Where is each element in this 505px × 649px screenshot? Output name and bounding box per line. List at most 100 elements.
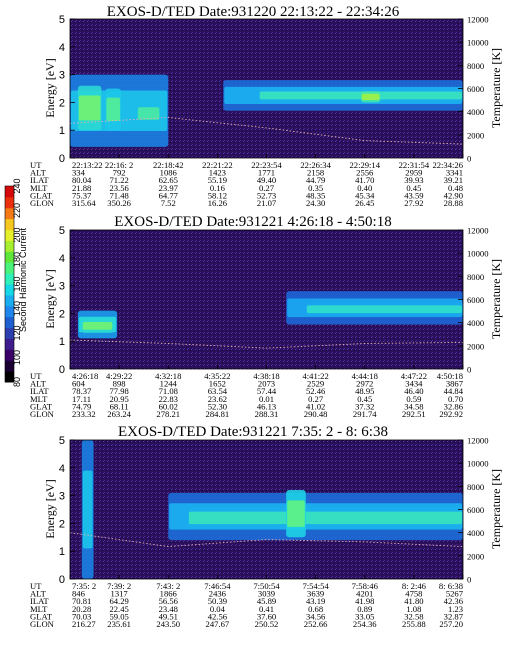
table-cell-mlt: 23.97 xyxy=(159,183,179,193)
table-cell-glon: 292.51 xyxy=(402,409,426,419)
table-cell-alt: 2529 xyxy=(307,379,324,389)
y-tick-label: 1 xyxy=(59,336,65,348)
colorbar-swatch xyxy=(5,371,14,383)
colorbar-swatch xyxy=(5,338,14,350)
table-cell-glat: 45.34 xyxy=(355,190,375,200)
table-cell-alt: 4201 xyxy=(356,589,373,599)
table-cell-glat: 48.35 xyxy=(306,190,325,200)
colorbar-tick-label: 140 xyxy=(12,301,22,316)
table-cell-ilat: 46.40 xyxy=(404,386,423,396)
energy-band xyxy=(287,500,305,527)
table-cell-ilat: 71.08 xyxy=(159,386,178,396)
y-tick-label: 5 xyxy=(59,435,65,447)
table-cell-glat: 37.32 xyxy=(355,401,374,411)
table-cell-alt: 1317 xyxy=(111,589,129,599)
table-cell-glat: 70.03 xyxy=(72,611,91,621)
y2-axis-label: Temperature [K] xyxy=(489,259,503,339)
table-cell-mlt: 0.35 xyxy=(308,183,323,193)
table-cell-ut: 7:54:54 xyxy=(302,581,329,591)
table-cell-mlt: 0.89 xyxy=(357,604,372,614)
table-cell-alt: 2959 xyxy=(405,168,422,178)
table-cell-ut: 4:38:18 xyxy=(253,371,279,381)
y2-tick-label: 12000 xyxy=(467,226,488,236)
table-cell-mlt: 0.27 xyxy=(259,183,275,193)
table-cell-mlt: 20.95 xyxy=(109,394,128,404)
table-cell-glon: 290.48 xyxy=(304,409,328,419)
table-cell-mlt: 0.70 xyxy=(448,394,463,404)
energy-band xyxy=(106,97,121,122)
y2-tick-label: 8000 xyxy=(467,272,484,282)
table-cell-glat: 42.90 xyxy=(444,190,463,200)
table-cell-ilat: 62.65 xyxy=(159,175,178,185)
colorbar-swatch xyxy=(5,327,14,339)
table-cell-glon: 292.92 xyxy=(439,409,463,419)
colorbar-tick-label: 240 xyxy=(12,178,22,193)
y-tick-label: 2 xyxy=(59,518,65,530)
y2-tick-label: 10000 xyxy=(467,249,488,259)
table-cell-ut: 22:21:22 xyxy=(202,160,233,170)
y2-tick-label: 12000 xyxy=(467,15,488,25)
y-tick-label: 4 xyxy=(59,253,65,265)
y2-tick-label: 6000 xyxy=(467,84,484,94)
energy-band xyxy=(361,93,380,100)
table-cell-glat: 41.02 xyxy=(306,401,325,411)
colorbar-label: Second Harmonic Current xyxy=(18,227,28,332)
colorbar-swatch xyxy=(5,240,14,252)
table-cell-glon: 350.26 xyxy=(107,198,131,208)
table-cell-ut: 22:13:22 xyxy=(72,160,103,170)
table-cell-ut: 7:39: 2 xyxy=(107,581,131,591)
row-label-alt: ALT xyxy=(30,589,47,599)
table-cell-alt: 1652 xyxy=(209,379,226,389)
table-cell-ilat: 48.95 xyxy=(355,386,374,396)
table-cell-ilat: 56.56 xyxy=(159,596,179,606)
row-label-ut: UT xyxy=(30,160,42,170)
colorbar-swatch xyxy=(5,186,14,198)
table-cell-glon: 16.26 xyxy=(208,198,228,208)
table-cell-alt: 792 xyxy=(113,168,126,178)
table-cell-alt: 1086 xyxy=(160,168,178,178)
table-cell-mlt: 22.83 xyxy=(159,394,178,404)
table-cell-ilat: 39.21 xyxy=(444,175,463,185)
table-cell-glat: 32.86 xyxy=(444,401,464,411)
y-tick-label: 1 xyxy=(59,546,65,558)
table-cell-glon: 255.88 xyxy=(402,619,426,629)
table-cell-ilat: 50.39 xyxy=(208,596,227,606)
row-label-ut: UT xyxy=(30,581,42,591)
y2-tick-label: 8000 xyxy=(467,61,484,71)
colorbar-frame xyxy=(4,185,15,383)
colorbar-swatch xyxy=(5,218,14,231)
energy-band xyxy=(82,322,113,330)
energy-band xyxy=(306,305,462,314)
table-cell-alt: 604 xyxy=(72,379,86,389)
table-cell-glon: 233.32 xyxy=(72,409,96,419)
colorbar-tick-label: 80 xyxy=(12,377,22,387)
y-tick-label: 1 xyxy=(59,125,65,137)
colorbar-swatch xyxy=(5,360,14,372)
table-cell-glon: 24.30 xyxy=(306,198,325,208)
colorbar-swatch xyxy=(5,305,14,318)
table-cell-ut: 7:43: 2 xyxy=(156,581,180,591)
y-tick-label: 3 xyxy=(59,491,65,503)
y2-tick-label: 4000 xyxy=(467,318,484,328)
table-cell-mlt: 0.68 xyxy=(308,604,323,614)
table-cell-glat: 49.51 xyxy=(159,611,178,621)
table-cell-alt: 898 xyxy=(113,379,126,389)
table-cell-ilat: 41.98 xyxy=(355,596,374,606)
colorbar-swatch xyxy=(5,196,14,209)
table-cell-alt: 1423 xyxy=(209,168,226,178)
table-cell-glat: 32.58 xyxy=(404,611,423,621)
table-cell-ilat: 43.19 xyxy=(306,596,325,606)
row-label-alt: ALT xyxy=(30,379,47,389)
table-cell-glat: 52.30 xyxy=(208,401,227,411)
y-tick-label: 3 xyxy=(59,281,65,293)
table-cell-glon: 26.45 xyxy=(355,198,374,208)
y2-tick-label: 10000 xyxy=(467,38,488,48)
y2-tick-label: 2000 xyxy=(467,130,484,140)
table-cell-glon: 315.64 xyxy=(72,198,96,208)
table-cell-ilat: 42.36 xyxy=(444,596,464,606)
table-cell-mlt: 20.28 xyxy=(72,604,91,614)
y2-tick-label: 10000 xyxy=(467,459,488,469)
colorbar-swatch xyxy=(5,273,14,285)
table-cell-glat: 46.13 xyxy=(257,401,276,411)
